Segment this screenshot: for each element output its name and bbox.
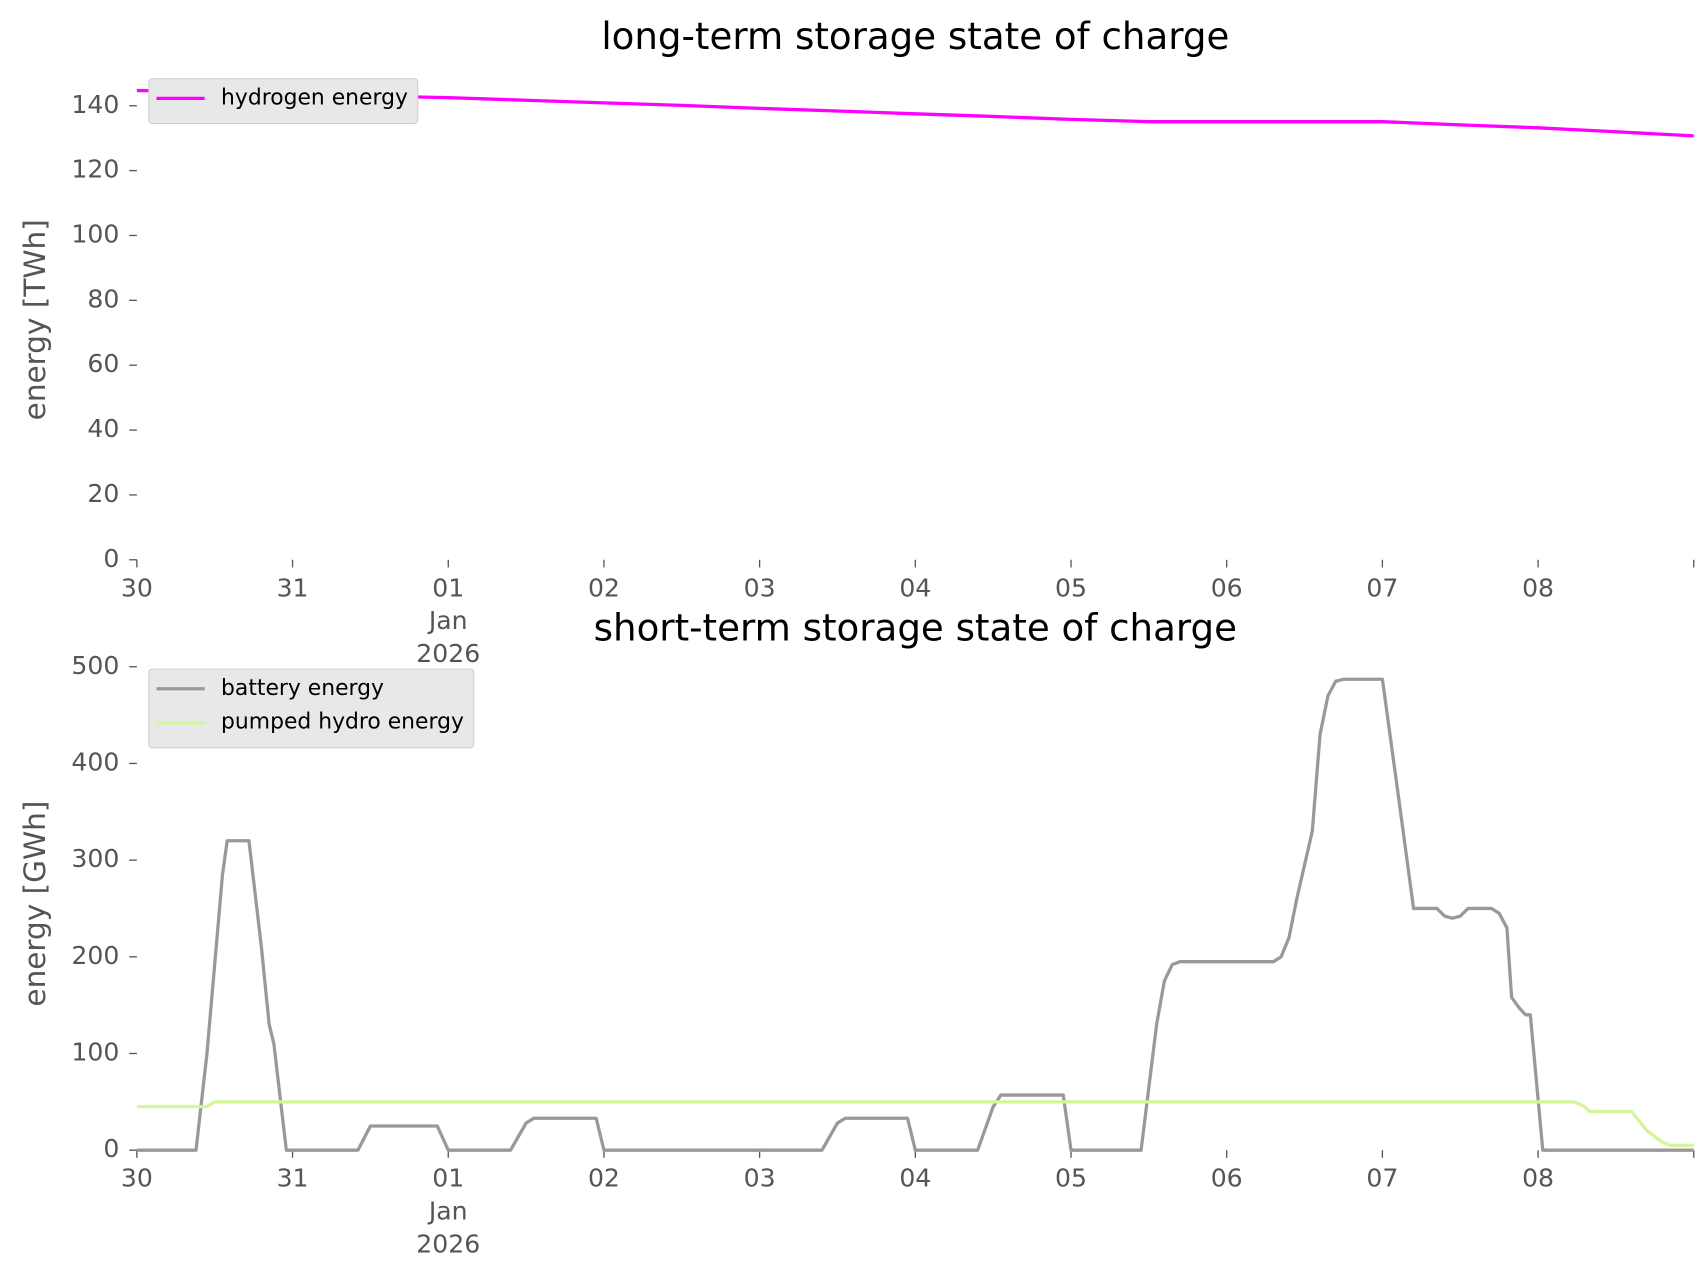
y-tick-label: 100 xyxy=(71,219,119,248)
chart-title: long-term storage state of charge xyxy=(601,14,1229,58)
x-tick-label: 06 xyxy=(1211,573,1243,602)
y-tick-label: 400 xyxy=(71,747,119,776)
x-tick-label: 07 xyxy=(1366,573,1398,602)
data-line xyxy=(136,1100,1694,1148)
legend: hydrogen energy xyxy=(148,78,419,125)
y-tick-label: 60 xyxy=(87,349,119,378)
x-tick-label: 08 xyxy=(1522,573,1554,602)
legend: battery energy pumped hydro energy xyxy=(148,668,475,749)
x-tick-label: 01 Jan 2026 xyxy=(416,573,480,668)
y-tick-label: 140 xyxy=(71,90,119,119)
x-tick-label: 31 xyxy=(277,573,309,602)
y-tick-label: 500 xyxy=(71,651,119,680)
y-tick-label: 0 xyxy=(103,1134,119,1163)
x-tick-label: 04 xyxy=(899,573,931,602)
legend-box xyxy=(148,78,419,125)
x-tick-label: 02 xyxy=(588,1164,620,1193)
x-tick-label: 30 xyxy=(121,1164,153,1193)
chart-title: short-term storage state of charge xyxy=(594,605,1237,649)
x-tick-label: 30 xyxy=(121,573,153,602)
x-tick-label-line: 01 xyxy=(432,573,464,602)
x-tick-label-line: Jan xyxy=(427,1196,468,1225)
x-tick-label-line: 2026 xyxy=(416,639,480,668)
x-tick-label-line: 01 xyxy=(432,1164,464,1193)
x-tick-label: 05 xyxy=(1055,1164,1087,1193)
y-tick-label: 200 xyxy=(71,941,119,970)
legend-box xyxy=(148,668,475,749)
x-tick-label: 08 xyxy=(1522,1164,1554,1193)
y-tick-label: 40 xyxy=(87,414,119,443)
x-tick-label-line: Jan xyxy=(427,606,468,635)
y-tick-label: 0 xyxy=(103,544,119,573)
x-tick-label: 06 xyxy=(1211,1164,1243,1193)
legend-label: pumped hydro energy xyxy=(221,710,464,735)
legend-label: battery energy xyxy=(221,676,384,701)
y-tick-label: 80 xyxy=(87,284,119,313)
y-axis-label: energy [TWh] xyxy=(18,219,52,420)
y-axis-label: energy [GWh] xyxy=(18,801,52,1007)
y-tick-label: 120 xyxy=(71,155,119,184)
x-tick-label: 01 Jan 2026 xyxy=(416,1164,480,1259)
y-tick-label: 20 xyxy=(87,479,119,508)
x-tick-label: 04 xyxy=(899,1164,931,1193)
x-tick-label: 31 xyxy=(277,1164,309,1193)
y-tick-label: 300 xyxy=(71,844,119,873)
legend-label: hydrogen energy xyxy=(221,85,408,110)
x-tick-label: 03 xyxy=(744,573,776,602)
x-tick-label: 02 xyxy=(588,573,620,602)
x-tick-label: 05 xyxy=(1055,573,1087,602)
y-tick-label: 100 xyxy=(71,1037,119,1066)
x-tick-label: 03 xyxy=(744,1164,776,1193)
x-tick-label: 07 xyxy=(1366,1164,1398,1193)
data-line xyxy=(136,677,1694,1152)
x-tick-label-line: 2026 xyxy=(416,1229,480,1258)
